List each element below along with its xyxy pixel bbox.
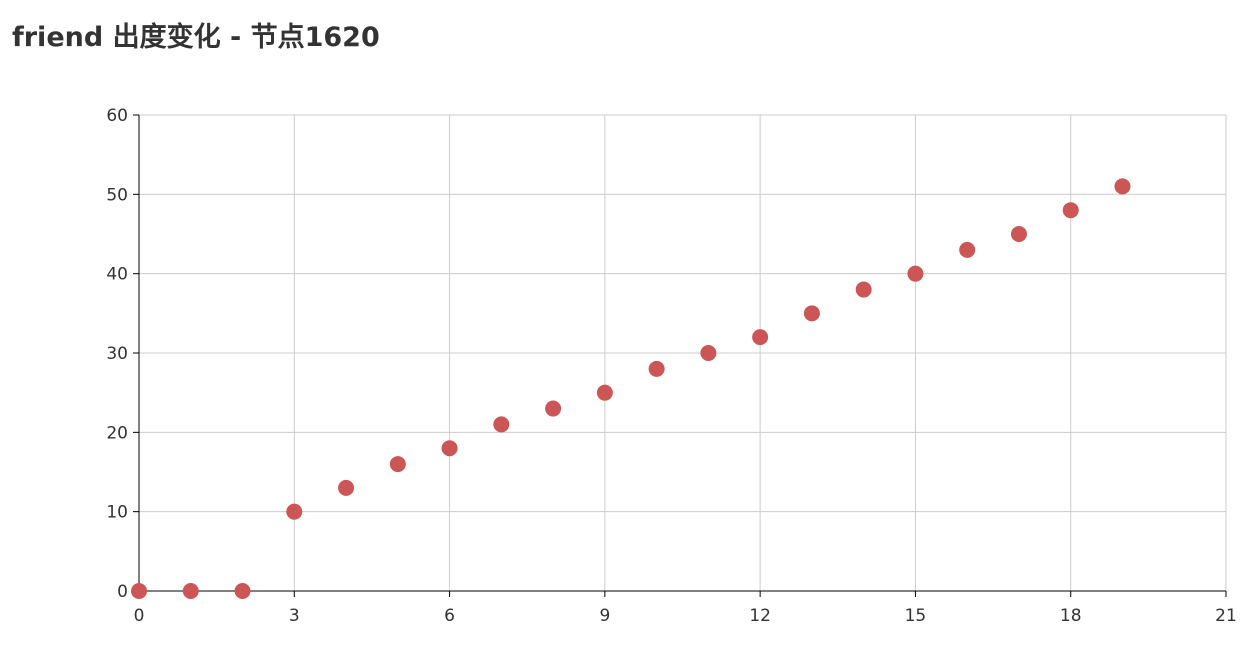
data-point-6 bbox=[441, 440, 458, 457]
x-tick-label-15: 15 bbox=[905, 606, 927, 626]
data-point-5 bbox=[389, 456, 406, 473]
data-point-8 bbox=[545, 400, 562, 417]
y-tick-label-40: 40 bbox=[106, 265, 128, 285]
data-point-9 bbox=[596, 384, 613, 401]
data-point-1 bbox=[182, 583, 199, 599]
x-tick-label-12: 12 bbox=[749, 606, 771, 626]
x-tick-label-6: 6 bbox=[444, 606, 455, 626]
y-tick-label-60: 60 bbox=[106, 106, 128, 126]
data-point-17 bbox=[1010, 226, 1027, 242]
y-tick-label-20: 20 bbox=[106, 423, 128, 443]
data-point-19 bbox=[1114, 178, 1131, 195]
x-tick-label-9: 9 bbox=[599, 606, 610, 626]
data-point-13 bbox=[803, 305, 820, 322]
data-point-7 bbox=[493, 416, 510, 433]
data-point-12 bbox=[752, 329, 769, 346]
y-tick-label-50: 50 bbox=[106, 185, 128, 205]
axes: 0 10 20 30 40 50 60 0 3 6 9 12 15 18 21 bbox=[106, 106, 1236, 626]
y-tick-label-30: 30 bbox=[106, 344, 128, 364]
x-tick-label-0: 0 bbox=[134, 606, 145, 626]
data-point-15 bbox=[907, 265, 924, 282]
data-point-0 bbox=[131, 583, 147, 599]
data-point-11 bbox=[700, 345, 717, 361]
data-point-2 bbox=[234, 583, 251, 599]
y-tick-label-0: 0 bbox=[117, 582, 128, 602]
data-point-3 bbox=[286, 503, 303, 520]
x-tick-label-18: 18 bbox=[1060, 606, 1082, 626]
data-point-16 bbox=[959, 241, 976, 258]
grid-layer bbox=[139, 114, 1227, 591]
y-tick-label-10: 10 bbox=[106, 503, 128, 523]
x-tick-label-21: 21 bbox=[1215, 606, 1237, 626]
data-point-4 bbox=[338, 479, 355, 496]
data-point-14 bbox=[855, 281, 872, 298]
data-point-18 bbox=[1062, 202, 1079, 219]
x-tick-label-3: 3 bbox=[289, 606, 300, 626]
data-points bbox=[131, 178, 1131, 599]
chart-title: friend 出度变化 - 节点1620 bbox=[12, 22, 380, 53]
data-point-10 bbox=[648, 360, 665, 377]
